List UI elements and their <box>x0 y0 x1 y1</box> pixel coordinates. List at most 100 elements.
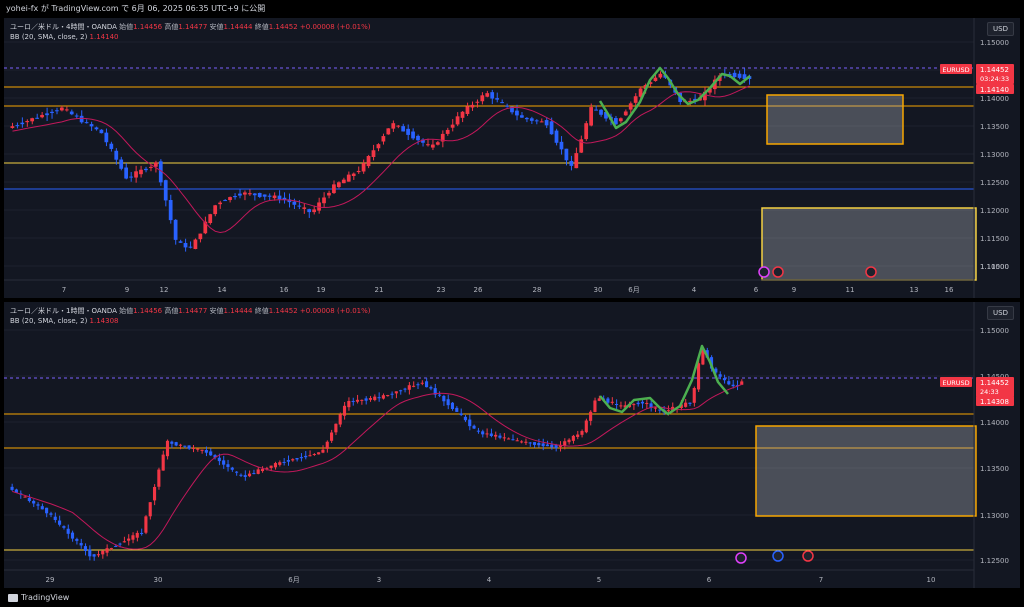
candle-body <box>158 161 163 183</box>
candle-body <box>377 397 381 399</box>
candle-body <box>465 106 470 114</box>
legend-high-label: 高値 <box>164 307 179 315</box>
publish-header: yohei-fx が TradingView.com で 6月 06, 2025… <box>0 0 1024 18</box>
bb-tag-bg <box>976 396 1014 406</box>
candle-body <box>233 195 237 198</box>
candle-body <box>515 110 519 116</box>
bb-label: BB (20, SMA, close, 2) <box>10 33 88 41</box>
candle-body <box>701 349 705 365</box>
candle-body <box>450 124 455 128</box>
candle-body <box>49 513 53 515</box>
chart-pane-1h[interactable]: 1.150001.145001.140001.135001.130001.125… <box>4 302 1020 588</box>
candle-body <box>740 381 744 385</box>
candle-body <box>332 184 336 194</box>
candle-body <box>532 442 537 445</box>
bollinger-basis-line <box>12 85 750 234</box>
candle-body <box>455 116 460 125</box>
candle-body <box>524 441 528 443</box>
candle-body <box>554 445 558 449</box>
candle-body <box>445 129 450 134</box>
candle-body <box>554 130 559 143</box>
candle-body <box>308 455 312 457</box>
candle-body <box>20 122 25 125</box>
y-axis-tick: 1.14000 <box>980 419 1009 427</box>
x-axis-tick: 4 <box>692 286 697 294</box>
x-axis-tick: 7 <box>62 286 66 294</box>
candle-body <box>688 100 692 103</box>
candle-body <box>381 136 386 142</box>
candle-body <box>394 391 398 394</box>
candle-body <box>96 554 100 556</box>
candle-body <box>468 419 472 427</box>
legend-high-value: 1.14477 <box>178 307 208 315</box>
legend-change: +0.00008 (+0.01%) <box>299 307 371 315</box>
candle-body <box>99 129 104 134</box>
tradingview-logo[interactable]: TradingView <box>8 593 69 602</box>
candle-body <box>407 385 411 390</box>
candle-body <box>623 405 627 408</box>
candle-body <box>55 110 59 112</box>
candle-body <box>338 414 342 425</box>
candle-body <box>658 409 662 411</box>
x-axis-tick: 10 <box>927 576 936 584</box>
candle-body <box>64 109 69 111</box>
candle-body <box>36 504 40 506</box>
candle-body <box>470 104 475 108</box>
chart-canvas-1h[interactable]: 1.150001.145001.140001.135001.130001.125… <box>4 302 1020 588</box>
candle-body <box>510 106 514 113</box>
candle-body <box>580 431 584 435</box>
candle-body <box>187 445 191 449</box>
candle-body <box>403 388 407 390</box>
candle-body <box>84 122 89 124</box>
chart-canvas-4h[interactable]: 1.150001.145001.140001.135001.130001.125… <box>4 18 1020 298</box>
x-axis-tick: 9 <box>792 286 796 294</box>
candle-body <box>515 440 519 442</box>
currency-button[interactable]: USD <box>987 22 1014 36</box>
candle-body <box>648 82 653 84</box>
candle-body <box>421 139 425 143</box>
candle-body <box>228 197 232 201</box>
candle-body <box>79 543 83 546</box>
candle-body <box>511 439 515 441</box>
x-axis-tick: 6月 <box>288 576 299 584</box>
candle-body <box>347 400 351 408</box>
candle-body <box>684 402 688 407</box>
legend-open-label: 始値 <box>119 307 134 315</box>
candle-body <box>722 378 727 381</box>
candle-body <box>731 384 735 387</box>
candle-body <box>597 398 601 401</box>
pattern-drawing <box>599 344 729 416</box>
candle-body <box>277 195 282 200</box>
candle-body <box>618 118 623 122</box>
candle-body <box>576 434 580 437</box>
candle-body <box>567 439 571 443</box>
candle-body <box>599 109 603 115</box>
candle-body <box>144 168 148 171</box>
candle-body <box>697 363 701 390</box>
candle-body <box>545 444 550 447</box>
x-axis-tick: 6 <box>754 286 759 294</box>
candle-body <box>114 150 119 160</box>
candle-body <box>153 162 158 167</box>
candle-body <box>692 388 696 403</box>
candle-body <box>412 385 416 387</box>
legend-bb-1h[interactable]: BB (20, SMA, close, 2) 1.14308 <box>10 317 119 325</box>
legend-bb-4h[interactable]: BB (20, SMA, close, 2) 1.14140 <box>10 33 119 41</box>
candle-body <box>235 471 239 473</box>
x-axis-tick: 30 <box>594 286 603 294</box>
candle-body <box>351 401 355 403</box>
candle-body <box>549 121 554 135</box>
candle-body <box>222 460 226 465</box>
currency-button[interactable]: USD <box>987 306 1014 320</box>
publish-info: yohei-fx が TradingView.com で 6月 06, 2025… <box>6 4 266 13</box>
candle-body <box>83 546 88 551</box>
candle-body <box>505 105 509 107</box>
candle-body <box>399 390 403 392</box>
candle-body <box>613 118 618 125</box>
candle-body <box>386 395 390 397</box>
chart-pane-4h[interactable]: 1.150001.145001.140001.135001.130001.125… <box>4 18 1020 298</box>
x-axis-tick: 4 <box>487 576 492 584</box>
x-axis-tick: 5 <box>597 576 601 584</box>
y-axis-tick: 1.11000 <box>980 263 1009 271</box>
candle-body <box>416 135 420 141</box>
